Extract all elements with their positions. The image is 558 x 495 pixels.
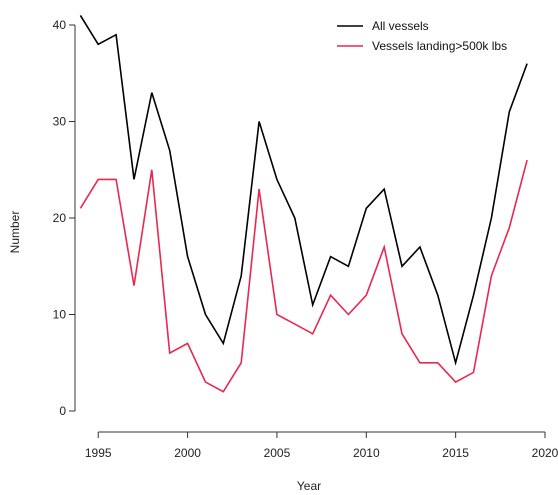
- y-tick-label: 20: [53, 211, 67, 225]
- x-tick-label: 2010: [353, 446, 380, 460]
- x-tick-label: 2015: [442, 446, 469, 460]
- y-tick-label: 40: [53, 18, 67, 32]
- y-axis-title: Number: [8, 211, 22, 254]
- legend-label-all-vessels: All vessels: [372, 19, 429, 33]
- y-tick-label: 10: [53, 308, 67, 322]
- x-tick-label: 2000: [174, 446, 201, 460]
- legend-label-vessels-landing: Vessels landing>500k lbs: [372, 39, 507, 53]
- y-ticks: 0 10 20 30 40: [53, 18, 75, 418]
- axes: 0 10 20 30 40 1995 2000 2005 2010 2015 2020: [53, 18, 558, 460]
- y-tick-label: 0: [59, 404, 66, 418]
- series-lines: [79, 14, 528, 393]
- series-line-vessels-landing-500k-lbs: [79, 159, 528, 393]
- legend: All vessels Vessels landing>500k lbs: [337, 19, 507, 53]
- x-tick-label: 1995: [85, 446, 112, 460]
- x-axis-title: Year: [297, 479, 321, 493]
- x-ticks: 1995 2000 2005 2010 2015 2020: [85, 432, 558, 460]
- y-tick-label: 30: [53, 115, 67, 129]
- x-tick-label: 2020: [532, 446, 558, 460]
- series-line-all-vessels: [79, 14, 528, 366]
- x-tick-label: 2005: [264, 446, 291, 460]
